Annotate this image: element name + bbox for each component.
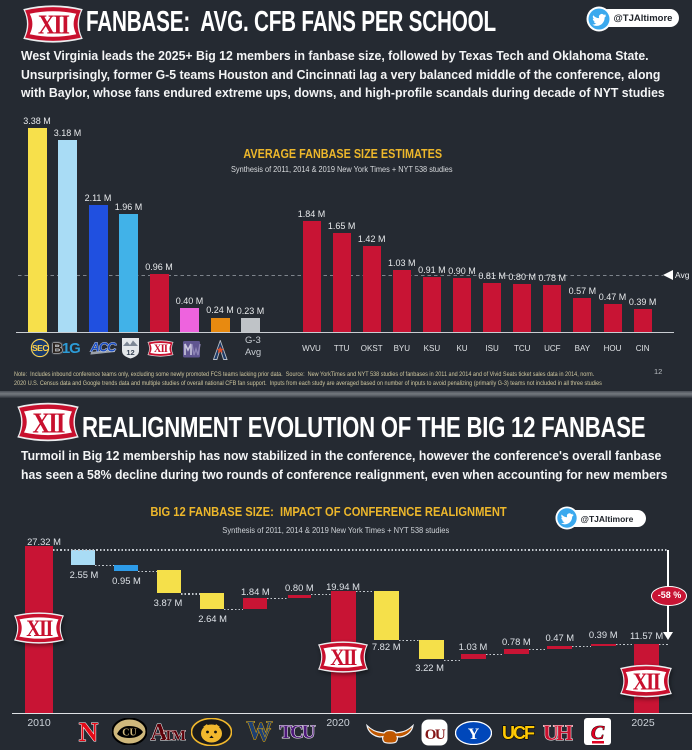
svg-text:OU: OU	[425, 727, 446, 743]
svg-text:SEC: SEC	[32, 343, 48, 353]
svg-text:CU: CU	[122, 728, 136, 739]
svg-text:C: C	[591, 722, 605, 744]
svg-text:12: 12	[126, 348, 134, 357]
svg-text:TCU: TCU	[279, 722, 315, 743]
svg-text:V: V	[257, 725, 271, 746]
svg-text:UCF: UCF	[502, 723, 535, 743]
svg-text:N: N	[79, 717, 99, 747]
svg-text:TM: TM	[163, 728, 186, 744]
svg-text:UH: UH	[543, 720, 573, 745]
svg-text:A: A	[150, 720, 168, 746]
svg-text:ACC: ACC	[89, 340, 117, 355]
svg-text:Y: Y	[468, 726, 480, 743]
